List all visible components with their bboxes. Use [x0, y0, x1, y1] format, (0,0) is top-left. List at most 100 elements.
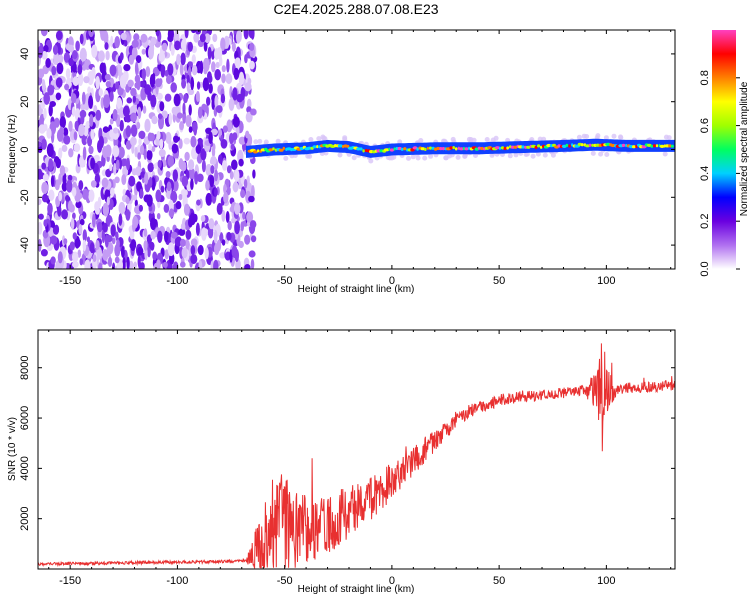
spectrogram-noise-cell	[50, 175, 55, 188]
spectrogram-noise-cell	[69, 241, 76, 251]
spectrogram-signal-cell	[464, 147, 469, 151]
spectrogram-noise-cell	[61, 182, 68, 192]
spectrogram-noise-cell	[249, 220, 257, 229]
spectrogram-halo-cell	[422, 155, 428, 161]
spectrogram-noise-cell	[228, 97, 235, 111]
spectrogram-signal-cell	[436, 146, 441, 151]
spectrogram-halo-cell	[666, 135, 672, 141]
spectrogram-noise-cell	[43, 107, 47, 120]
spectrogram-noise-cell	[99, 30, 107, 36]
spectrogram-noise-cell	[63, 135, 71, 145]
spectrogram-noise-cell	[190, 178, 194, 191]
spectrogram-noise-cell	[141, 68, 146, 81]
spectrogram-noise-cell	[166, 75, 172, 85]
spectrogram-signal-cell	[632, 145, 636, 149]
spectrogram-halo-cell	[351, 155, 357, 161]
spectrogram-halo-cell	[389, 155, 395, 161]
spectrogram-noise-cell	[248, 195, 255, 203]
spectrogram-noise-cell	[117, 146, 125, 159]
spectrogram-noise-cell	[167, 34, 174, 43]
spectrogram-noise-cell	[229, 170, 234, 180]
spectrogram-noise-cell	[125, 140, 132, 150]
spectrogram-noise-cell	[112, 145, 120, 158]
spectrogram-noise-cell	[124, 40, 128, 47]
spectrogram-noise-cell	[70, 93, 77, 104]
spectrogram-noise-cell	[130, 239, 137, 250]
spectrogram-noise-cell	[137, 255, 141, 268]
spectrogram-noise-cell	[183, 93, 188, 104]
spectrogram-noise-cell	[150, 230, 156, 240]
spectrogram-noise-cell	[57, 205, 62, 217]
spectrogram-noise-cell	[210, 155, 217, 165]
spectrogram-noise-cell	[144, 172, 149, 185]
spectrogram-noise-cell	[210, 128, 218, 136]
spectrogram-noise-cell	[195, 222, 200, 236]
spectrogram-noise-cell	[223, 183, 227, 195]
spectrogram-noise-cell	[205, 179, 210, 191]
spectrogram-noise-cell	[61, 209, 68, 220]
spectrogram-noise-cell	[197, 106, 203, 119]
spectrogram-halo-cell	[604, 152, 610, 157]
spectrogram-noise-cell	[184, 30, 189, 39]
spectrogram-noise-cell	[236, 93, 244, 103]
spectrogram-halo-cell	[550, 152, 556, 158]
spectrogram-noise-cell	[68, 120, 73, 132]
spectrogram-noise-cell	[157, 113, 163, 120]
spectrogram-noise-cell	[42, 173, 50, 182]
spectrogram-noise-cell	[214, 187, 218, 198]
spectrogram-noise-cell	[207, 226, 214, 239]
spectrogram-signal-cell	[635, 144, 638, 149]
spectrogram-noise-cell	[75, 201, 82, 209]
spectrogram-noise-cell	[175, 201, 182, 210]
spectrogram-noise-cell	[220, 139, 228, 149]
spectrogram-noise-cell	[238, 71, 245, 86]
spectrogram-noise-cell	[43, 92, 50, 105]
spectrogram-noise-cell	[103, 94, 110, 108]
spectrogram-noise-cell	[41, 138, 47, 150]
snr-x-axis-label: Height of straight line (km)	[298, 584, 415, 595]
spectrogram-noise-cell	[132, 194, 138, 201]
spectrogram-signal-cell	[272, 147, 275, 151]
spectrogram-noise-cell	[73, 143, 81, 153]
spectrogram-halo-cell	[418, 138, 424, 143]
spectrogram-noise-cell	[115, 231, 119, 241]
spectrogram-noise-cell	[38, 124, 46, 134]
spectrogram-noise-cell	[176, 53, 181, 66]
spectrogram-noise-cell	[127, 79, 134, 88]
spectrogram-noise-cell	[78, 123, 85, 137]
spectrogram-signal-cell	[439, 147, 443, 151]
snr-y-axis-label: SNR (10 * v/v)	[7, 417, 18, 481]
spectrogram-noise-cell	[68, 148, 74, 158]
snr-plot-area	[38, 330, 675, 569]
spectrogram-noise-cell	[56, 62, 64, 75]
spectrogram-noise-cell	[174, 30, 180, 44]
spectrogram-halo-cell	[611, 133, 617, 139]
spectrogram-noise-cell	[238, 158, 244, 167]
spectrogram-noise-cell	[107, 256, 113, 268]
spectrogram-noise-cell	[134, 61, 139, 76]
spectrogram-noise-cell	[77, 64, 83, 75]
spectrogram-noise-cell	[219, 252, 226, 259]
spectrogram-noise-cell	[126, 256, 130, 269]
spectrogram-noise-cell	[61, 144, 68, 152]
spectrogram-halo-cell	[308, 137, 314, 142]
spectrogram-noise-cell	[191, 64, 198, 76]
spectrogram-noise-cell	[208, 83, 213, 94]
spectrogram-noise-cell	[157, 159, 162, 169]
spectrogram-noise-cell	[48, 104, 53, 117]
spectrogram-noise-cell	[178, 138, 183, 149]
spectrogram-y-ticks: -40 -20 0 20 40	[19, 48, 675, 253]
spectrogram-signal-cell	[420, 147, 425, 151]
spectrogram-halo-cell	[406, 155, 411, 161]
spectrogram-signal-cell	[416, 147, 419, 151]
spectrogram-noise-cell	[151, 146, 156, 152]
spectrogram-noise-cell	[156, 130, 161, 140]
spectrogram-noise-cell	[79, 33, 84, 45]
spectrogram-noise-cell	[203, 40, 208, 52]
spectrogram-noise-cell	[51, 65, 57, 76]
spectrogram-noise-cell	[226, 231, 232, 241]
spectrogram-noise-cell	[139, 262, 145, 269]
spectrogram-noise-cell	[84, 259, 91, 269]
spectrogram-noise-cell	[148, 241, 155, 250]
spectrogram-noise-cell	[62, 172, 67, 186]
